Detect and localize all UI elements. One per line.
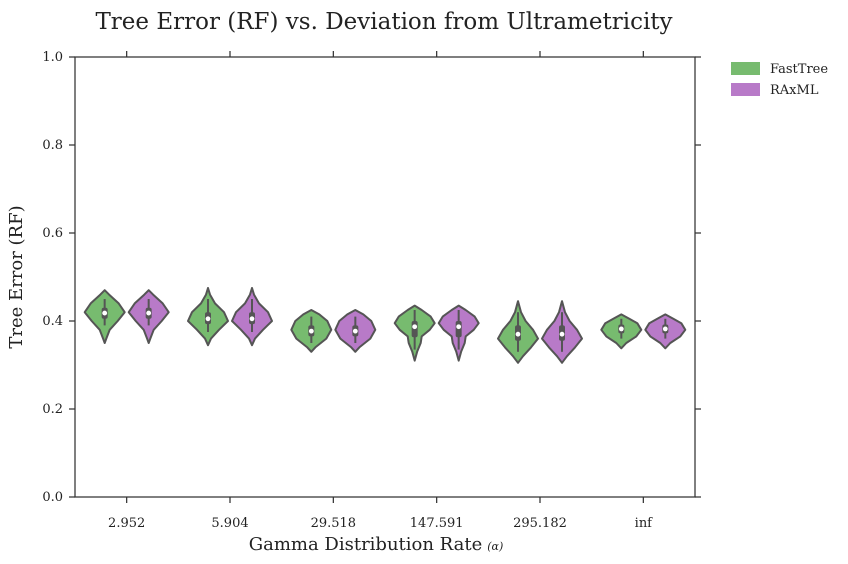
violin-median bbox=[515, 331, 521, 337]
x-tick-label: inf bbox=[635, 516, 654, 531]
violin-median bbox=[456, 324, 462, 330]
x-tick-label: 147.591 bbox=[410, 516, 464, 531]
x-tick-label: 29.518 bbox=[311, 516, 357, 531]
legend-swatch-raxml bbox=[731, 83, 760, 96]
plot-area-frame bbox=[74, 56, 696, 498]
x-tick-label: 295.182 bbox=[513, 516, 567, 531]
y-tick-label: 0.2 bbox=[42, 402, 63, 417]
y-tick-label: 0.0 bbox=[42, 490, 63, 505]
violin-box bbox=[411, 321, 418, 338]
x-axis: 2.952 5.904 29.518 147.591 295.182 inf bbox=[108, 51, 653, 531]
violin-median bbox=[146, 310, 152, 316]
violin-median bbox=[308, 328, 314, 334]
violin-median bbox=[662, 326, 668, 332]
violin-median bbox=[412, 324, 418, 330]
violin-box bbox=[455, 321, 462, 338]
x-axis-label-text: Gamma Distribution Rate bbox=[249, 534, 483, 555]
violin-median bbox=[352, 328, 358, 334]
x-tick-label: 2.952 bbox=[108, 516, 145, 531]
violins bbox=[83, 287, 687, 364]
legend-label: FastTree bbox=[770, 62, 828, 77]
legend-swatch-fasttree bbox=[731, 62, 760, 75]
y-axis: 0.0 0.2 0.4 0.6 0.8 1.0 bbox=[42, 50, 701, 505]
y-tick-label: 0.8 bbox=[42, 138, 63, 153]
x-axis-label-symbol: (α) bbox=[487, 540, 503, 553]
x-tick-label: 5.904 bbox=[211, 516, 248, 531]
y-tick-label: 1.0 bbox=[42, 50, 63, 65]
chart-title: Tree Error (RF) vs. Deviation from Ultra… bbox=[95, 9, 672, 35]
violin-median bbox=[205, 316, 211, 322]
y-tick-label: 0.6 bbox=[42, 226, 63, 241]
legend-label: RAxML bbox=[770, 83, 819, 98]
y-tick-label: 0.4 bbox=[42, 314, 63, 329]
violin-median bbox=[618, 326, 624, 332]
x-axis-label: Gamma Distribution Rate (α) bbox=[249, 534, 504, 555]
legend: FastTree RAxML bbox=[731, 62, 828, 98]
y-axis-label: Tree Error (RF) bbox=[6, 205, 27, 348]
violin-median bbox=[249, 316, 255, 322]
violin-median bbox=[559, 331, 565, 337]
violin-median bbox=[102, 310, 108, 316]
